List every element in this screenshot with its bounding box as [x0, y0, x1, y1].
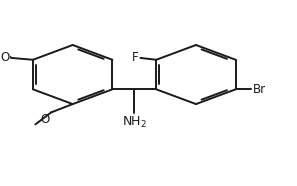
Text: O: O [40, 113, 50, 126]
Text: F: F [132, 51, 138, 64]
Text: Br: Br [253, 83, 266, 96]
Text: O: O [1, 51, 10, 64]
Text: NH$_2$: NH$_2$ [122, 115, 147, 130]
